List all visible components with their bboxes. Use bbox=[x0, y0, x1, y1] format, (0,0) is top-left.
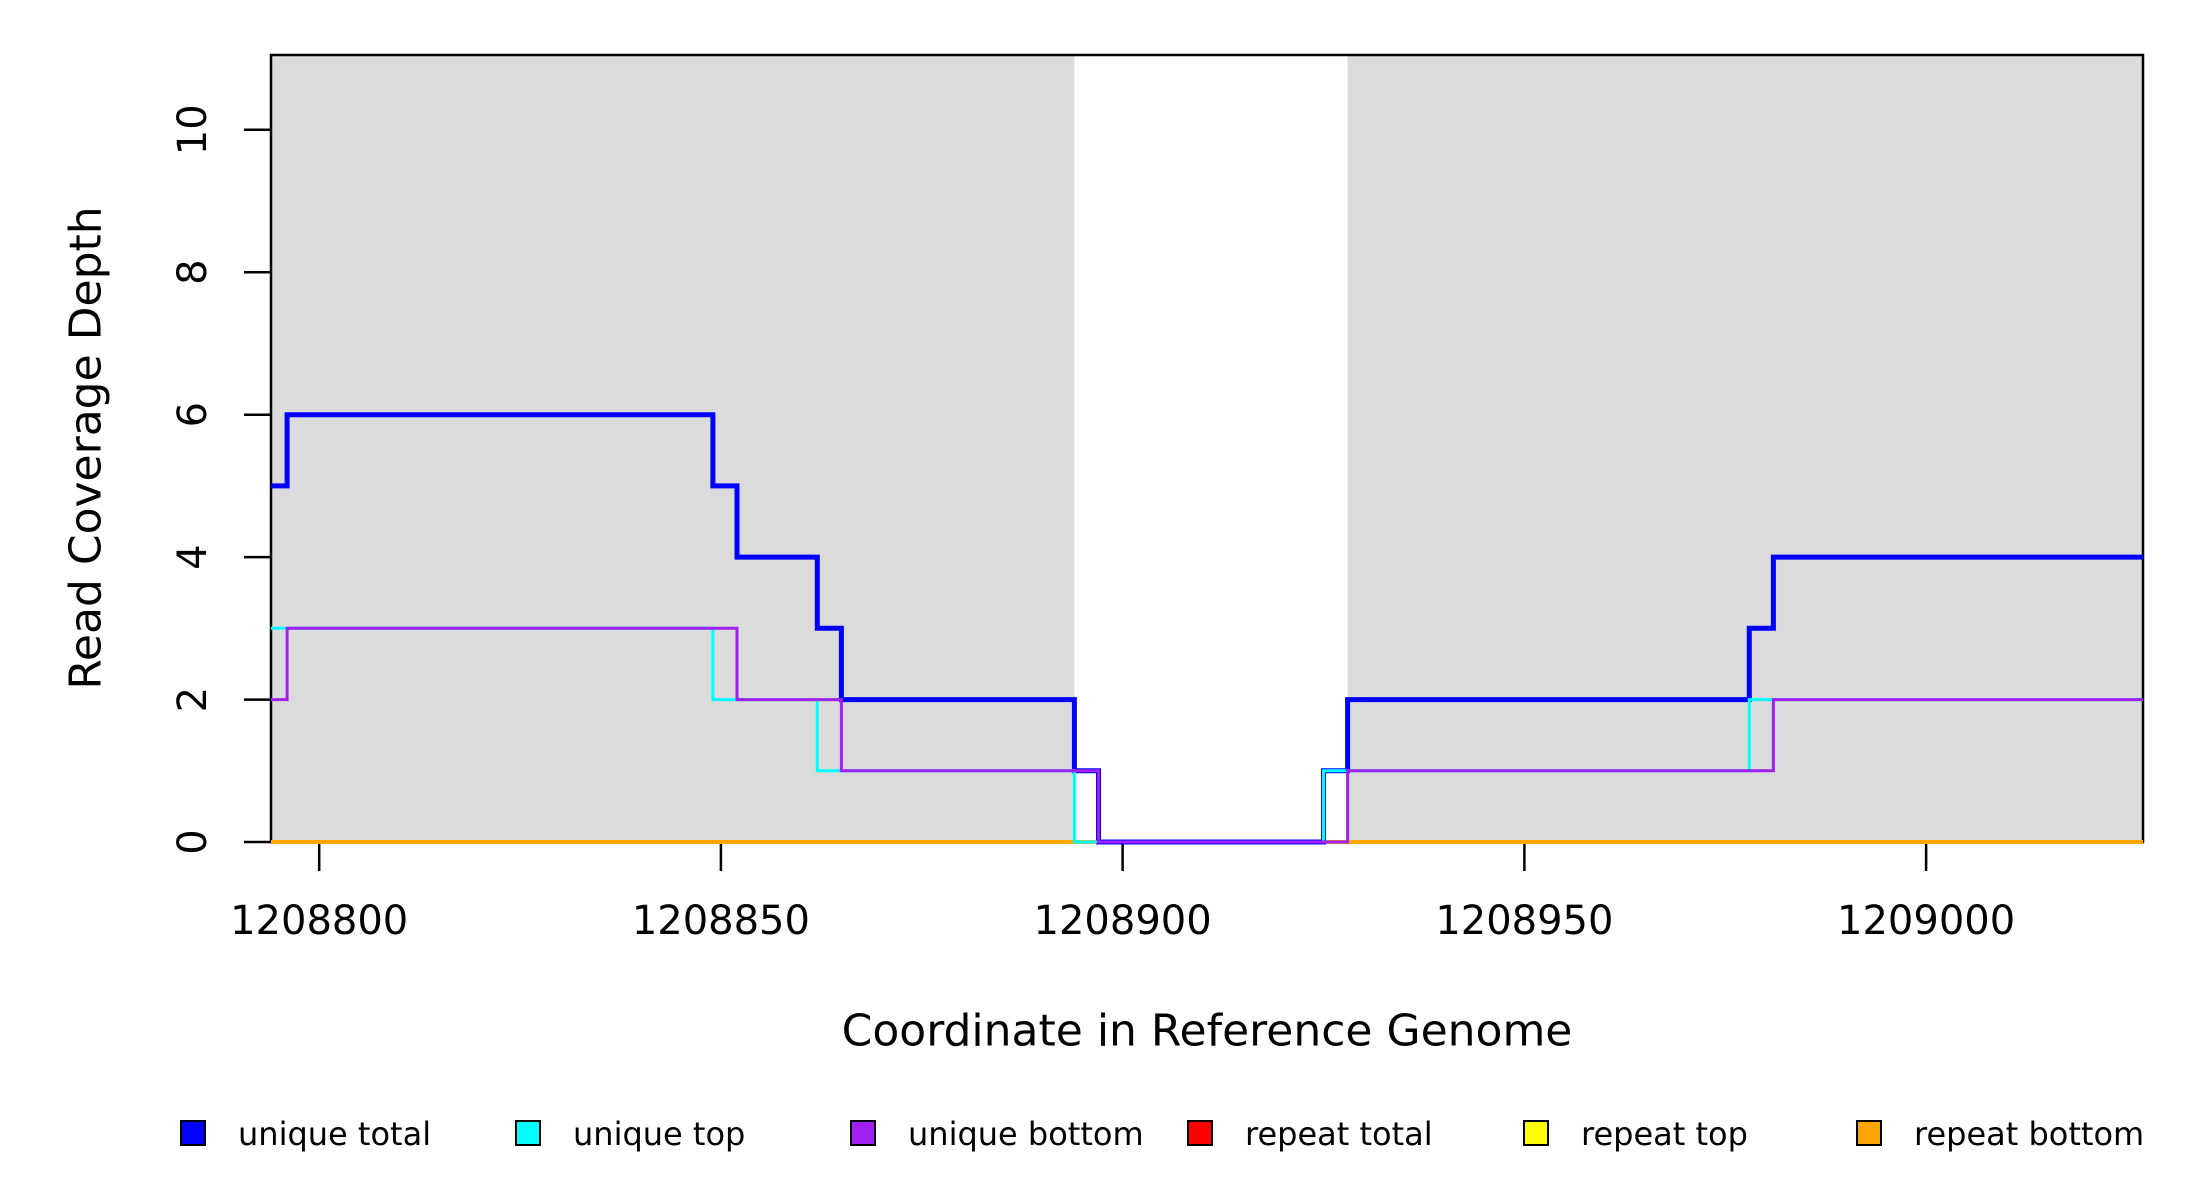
legend-label-unique-total: unique total bbox=[238, 1115, 431, 1153]
x-axis-title: Coordinate in Reference Genome bbox=[842, 1006, 1573, 1057]
x-tick-label: 1209000 bbox=[1837, 898, 2015, 944]
y-tick-label: 6 bbox=[170, 402, 216, 427]
legend-swatch-repeat-bottom bbox=[1856, 1120, 1882, 1146]
x-tick-label: 1208800 bbox=[230, 898, 408, 944]
legend-label-repeat-total: repeat total bbox=[1245, 1115, 1433, 1153]
series-unique-total bbox=[271, 412, 2143, 845]
legend-label-repeat-bottom: repeat bottom bbox=[1914, 1115, 2144, 1153]
y-tick-label: 4 bbox=[170, 544, 216, 569]
x-tick-label: 1208900 bbox=[1034, 898, 1212, 944]
y-tick-label: 0 bbox=[170, 829, 216, 854]
legend-swatch-unique-bottom bbox=[850, 1120, 876, 1146]
y-axis-title: Read Coverage Depth bbox=[61, 206, 112, 689]
series-unique-bottom bbox=[271, 626, 2143, 844]
x-tick-label: 1208850 bbox=[632, 898, 810, 944]
series-unique-top bbox=[271, 626, 2143, 844]
legend-swatch-repeat-total bbox=[1187, 1120, 1213, 1146]
chart-generated: 1208800 1208850 1208900 1208950 1209000 0 2 4 6 8… bbox=[170, 53, 2145, 1153]
shaded-region bbox=[271, 55, 1075, 842]
shaded-region bbox=[1347, 55, 2143, 842]
y-tick-label: 10 bbox=[170, 104, 216, 155]
legend-swatch-unique-top bbox=[515, 1120, 541, 1146]
y-tick-label: 2 bbox=[170, 687, 216, 712]
legend-swatch-repeat-top bbox=[1523, 1120, 1549, 1146]
legend-label-repeat-top: repeat top bbox=[1581, 1115, 1748, 1153]
legend-swatch-unique-total bbox=[180, 1120, 206, 1146]
x-tick-label: 1208950 bbox=[1435, 898, 1613, 944]
y-tick-label: 8 bbox=[170, 259, 216, 284]
legend-label-unique-top: unique top bbox=[573, 1115, 745, 1153]
legend-label-unique-bottom: unique bottom bbox=[908, 1115, 1144, 1153]
